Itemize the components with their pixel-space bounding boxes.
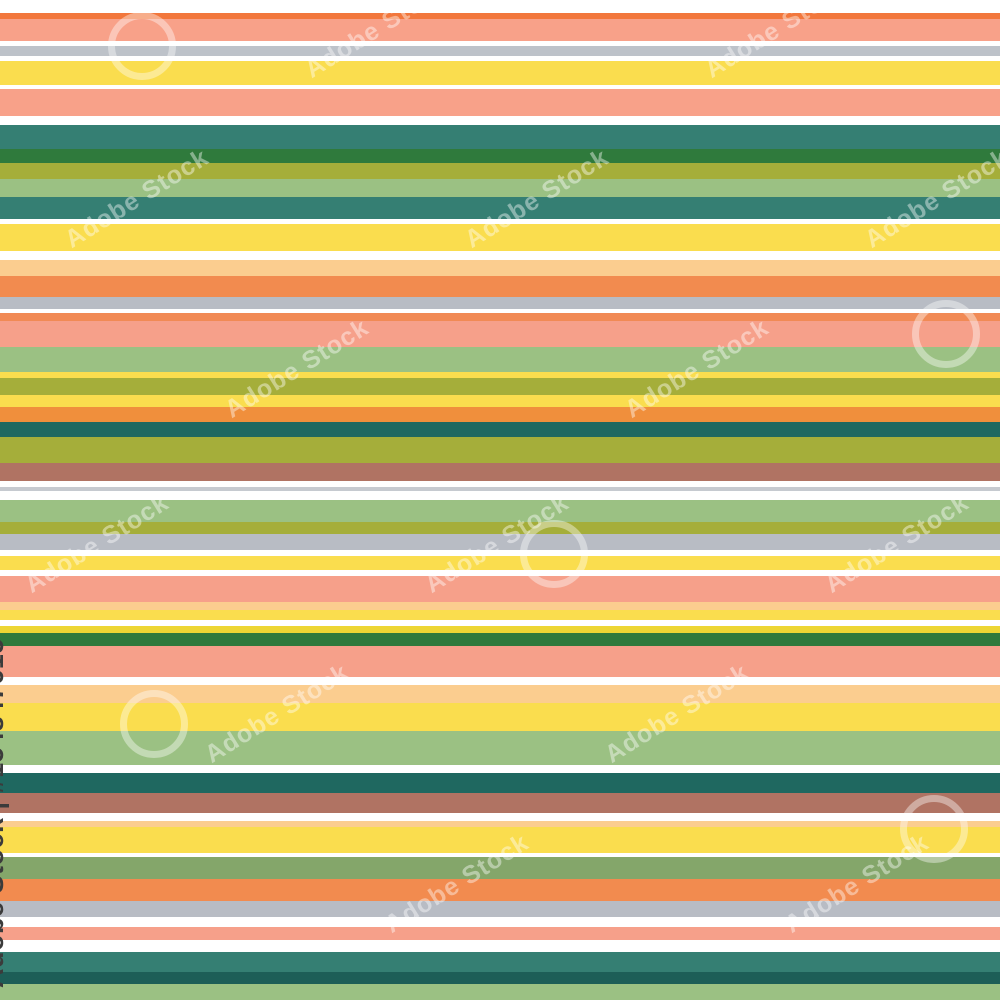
stripe-13-light-green-band: [0, 179, 1000, 197]
stripe-64-white-gap: [0, 940, 1000, 952]
stripe-18-peach-band: [0, 260, 1000, 276]
stripe-59-green-mid-band: [0, 857, 1000, 879]
stripe-34-white-gap: [0, 491, 1000, 500]
stripe-3-white-gap: [0, 41, 1000, 46]
stripe-12-olive-band: [0, 163, 1000, 179]
stripe-56-peach-thin: [0, 821, 1000, 827]
stripe-41-salmon-band: [0, 576, 1000, 602]
stripe-57-yellow-band: [0, 827, 1000, 853]
stripe-47-salmon-wide-band: [0, 646, 1000, 677]
stripe-11-forest-green-band: [0, 149, 1000, 163]
watermark-id-label: Adobe Stock | #154847615: [0, 638, 9, 988]
stripe-58-white-gap: [0, 853, 1000, 857]
stripe-62-white-gap: [0, 917, 1000, 927]
stripe-5-white-gap: [0, 56, 1000, 61]
stripe-31-brown-band: [0, 463, 1000, 481]
stripe-6-yellow-band: [0, 61, 1000, 85]
stripe-51-light-green-wide-band: [0, 731, 1000, 765]
stripe-39-yellow-band: [0, 556, 1000, 570]
stripe-61-gray-band: [0, 901, 1000, 917]
stripe-40-white-gap: [0, 570, 1000, 576]
stripe-1-orange-thin: [0, 13, 1000, 19]
stripe-30-olive-band: [0, 437, 1000, 463]
stripe-66-deep-teal-band: [0, 972, 1000, 984]
stripe-65-teal-band: [0, 952, 1000, 972]
stripe-42-peach-thin: [0, 602, 1000, 610]
stripe-22-orange-thin: [0, 313, 1000, 321]
stripe-17-white-gap: [0, 251, 1000, 260]
stripe-36-olive-band: [0, 522, 1000, 534]
stripe-19-orange-band: [0, 276, 1000, 297]
stripe-23-salmon-band: [0, 321, 1000, 347]
stripe-14-teal-band: [0, 197, 1000, 219]
stripe-10-teal-band: [0, 125, 1000, 149]
stripe-4-gray-band: [0, 46, 1000, 56]
stripe-16-yellow-band: [0, 224, 1000, 251]
stripe-49-peach-band: [0, 685, 1000, 703]
stripe-67-light-green-footer: [0, 984, 1000, 1000]
stripe-38-white-gap: [0, 550, 1000, 556]
stripe-54-brown-band: [0, 793, 1000, 813]
stripe-52-white-gap: [0, 765, 1000, 773]
stripe-7-white-gap: [0, 85, 1000, 89]
stripe-21-white-gap: [0, 309, 1000, 313]
stripe-48-white-gap: [0, 677, 1000, 685]
stripe-26-olive-band: [0, 378, 1000, 395]
stripe-45-yellow-thin: [0, 626, 1000, 633]
stripe-0-white-top-margin: [0, 0, 1000, 13]
stripe-27-yellow-thin: [0, 395, 1000, 407]
stripe-9-white-gap: [0, 116, 1000, 125]
stripe-15-white-gap: [0, 219, 1000, 224]
stripe-44-white-gap: [0, 620, 1000, 626]
stripe-63-salmon-band: [0, 927, 1000, 940]
stripe-50-yellow-band: [0, 703, 1000, 731]
stripe-53-dark-teal-band: [0, 773, 1000, 793]
stripe-25-yellow-thin: [0, 372, 1000, 378]
stripe-24-light-green-band: [0, 347, 1000, 372]
stripe-20-gray-band: [0, 297, 1000, 309]
stripe-29-dark-teal-band: [0, 422, 1000, 437]
stripe-32-white-gap: [0, 481, 1000, 487]
stripe-35-light-green-band: [0, 500, 1000, 522]
stripe-37-gray-band: [0, 534, 1000, 550]
stripe-60-orange-band: [0, 879, 1000, 901]
stripe-8-salmon-band: [0, 89, 1000, 116]
stripe-2-salmon-band: [0, 19, 1000, 41]
stripe-28-orange-band: [0, 407, 1000, 422]
stripe-46-forest-green-thin: [0, 633, 1000, 646]
stripe-43-yellow-thin: [0, 610, 1000, 620]
stripe-55-white-gap: [0, 813, 1000, 821]
stripe-33-gray-thin: [0, 487, 1000, 491]
